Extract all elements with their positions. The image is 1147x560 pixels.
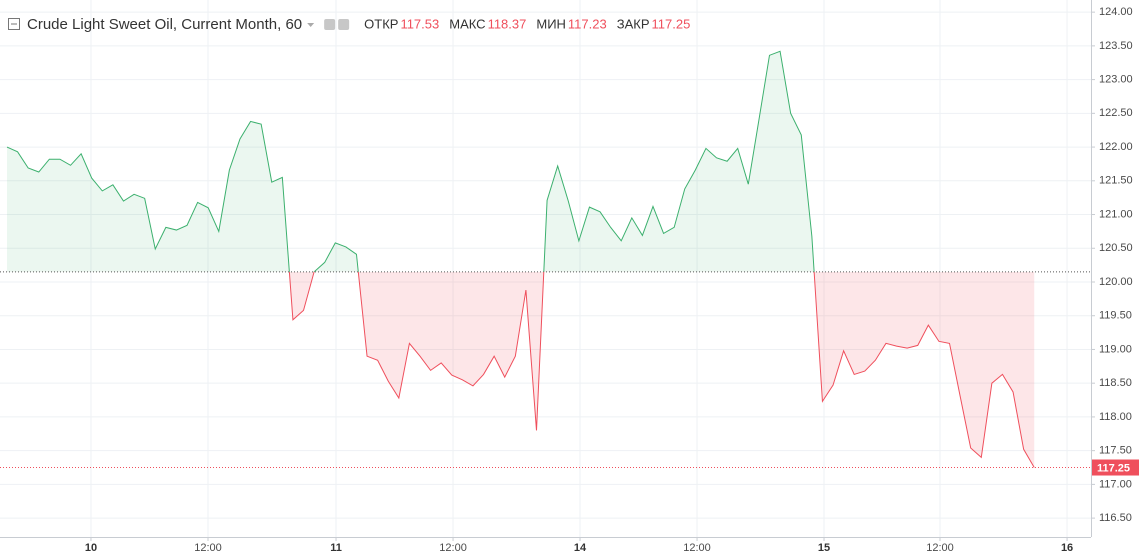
- line-down: [288, 271, 1035, 468]
- visibility-icon[interactable]: [324, 19, 336, 30]
- y-tick-label: 119.00: [1099, 343, 1132, 355]
- y-tick-label: 121.50: [1099, 175, 1133, 187]
- y-tick-label: 123.50: [1099, 40, 1133, 52]
- y-tick-label: 122.50: [1099, 107, 1133, 119]
- header: Crude Light Sweet Oil, Current Month, 60…: [8, 16, 691, 33]
- legend-label: ОТКР: [364, 16, 398, 31]
- x-tick-label: 12:00: [439, 542, 467, 554]
- legend-value: 117.23: [568, 16, 607, 31]
- x-tick-label: 12:00: [926, 542, 954, 554]
- y-tick-label: 118.00: [1099, 411, 1132, 423]
- y-tick-label: 116.50: [1099, 512, 1132, 524]
- x-tick-label: 11: [330, 542, 342, 554]
- y-tick-label: 121.00: [1099, 208, 1133, 220]
- y-tick-label: 117.50: [1099, 445, 1132, 457]
- y-tick-label: 120.00: [1099, 276, 1133, 288]
- legend-value: 118.37: [488, 16, 527, 31]
- y-tick-label: 123.00: [1099, 74, 1133, 86]
- x-tick-label: 12:00: [194, 542, 222, 554]
- legend-label: ЗАКР: [617, 16, 650, 31]
- plot: [0, 50, 1091, 469]
- settings-icon[interactable]: [338, 19, 350, 30]
- legend-label: МИН: [536, 16, 566, 31]
- x-tick-label: 14: [574, 542, 587, 554]
- dropdown-caret[interactable]: [307, 23, 315, 27]
- collapse-icon[interactable]: [8, 18, 20, 30]
- y-tick-label: 117.00: [1099, 478, 1132, 490]
- chart-title: Crude Light Sweet Oil, Current Month, 60: [27, 16, 302, 33]
- y-tick-label: 122.00: [1099, 141, 1133, 153]
- area-down: [289, 271, 1035, 468]
- legend-value: 117.53: [400, 16, 439, 31]
- last-price-tag: [1092, 459, 1139, 476]
- legend-value: 117.25: [652, 16, 691, 31]
- y-tick-label: 120.50: [1099, 242, 1133, 254]
- y-tick-label: 124.00: [1099, 6, 1133, 18]
- area-up: [6, 51, 1035, 272]
- x-tick-label: 10: [85, 542, 97, 554]
- grid: [0, 0, 1091, 537]
- axes: 116.50 117.00 117.50 118.00 118.50 119.00 119.…: [85, 6, 1139, 554]
- y-tick-label: 118.50: [1099, 377, 1132, 389]
- x-tick-label: 16: [1061, 542, 1073, 554]
- x-tick-label: 12:00: [683, 542, 711, 554]
- legend-label: МАКС: [449, 16, 485, 31]
- x-tick-label: 15: [818, 542, 830, 554]
- y-tick-label: 119.50: [1099, 310, 1132, 322]
- last-price-label: 117.25: [1097, 462, 1130, 474]
- line-up: [6, 50, 815, 272]
